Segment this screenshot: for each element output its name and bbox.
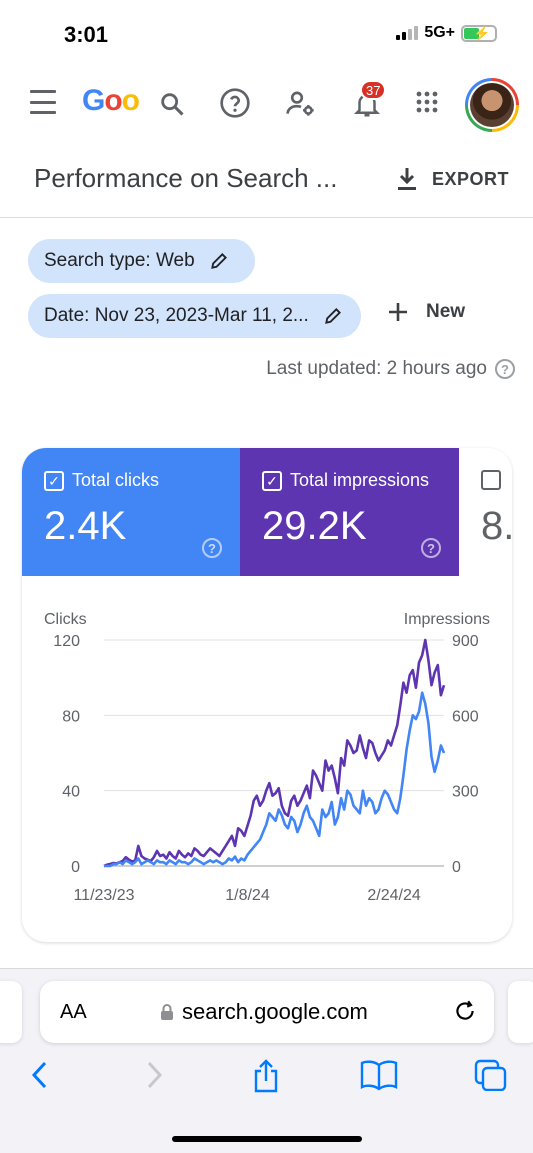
address-bar[interactable]: AA search.google.com bbox=[40, 981, 494, 1043]
browser-chrome: AA search.google.com bbox=[0, 968, 533, 1153]
search-type-filter-label: Search type: Web bbox=[44, 250, 195, 271]
cellular-signal-icon bbox=[396, 26, 419, 40]
help-icon[interactable]: ? bbox=[495, 359, 515, 379]
checkbox-checked-icon[interactable]: ✓ bbox=[262, 470, 282, 491]
right-axis-title: Impressions bbox=[404, 611, 490, 628]
third-metric[interactable]: 8. bbox=[459, 448, 512, 576]
left-axis-title: Clicks bbox=[44, 611, 87, 628]
export-label: EXPORT bbox=[432, 168, 510, 189]
metric-value: 2.4K bbox=[44, 504, 127, 548]
network-type: 5G+ bbox=[424, 24, 455, 41]
profile-photo bbox=[470, 83, 514, 127]
left-tick-label: 40 bbox=[62, 784, 80, 801]
right-tick-label: 900 bbox=[452, 633, 479, 650]
logo-letter: G bbox=[82, 84, 105, 117]
notification-badge: 37 bbox=[360, 80, 387, 100]
home-indicator bbox=[172, 1136, 362, 1142]
search-type-filter-chip[interactable]: Search type: Web bbox=[28, 239, 255, 283]
lock-icon bbox=[161, 1004, 173, 1020]
avatar[interactable] bbox=[465, 78, 519, 132]
right-tick-label: 600 bbox=[452, 708, 479, 725]
bookmarks-icon[interactable] bbox=[360, 1059, 398, 1091]
status-bar: 3:01 5G+ ⚡ bbox=[0, 0, 533, 70]
checkbox-unchecked-icon[interactable] bbox=[481, 470, 501, 490]
right-tick-label: 0 bbox=[452, 859, 461, 876]
export-button[interactable]: EXPORT bbox=[396, 166, 509, 192]
metric-label: Total clicks bbox=[72, 470, 160, 490]
x-tick-label: 2/24/24 bbox=[367, 887, 420, 904]
right-tick-label: 300 bbox=[452, 784, 479, 801]
last-updated-text: Last updated: 2 hours ago bbox=[266, 358, 487, 379]
share-icon[interactable] bbox=[252, 1059, 280, 1093]
checkbox-checked-icon[interactable]: ✓ bbox=[44, 470, 64, 491]
plus-icon bbox=[389, 303, 407, 321]
user-settings-icon[interactable] bbox=[284, 86, 318, 120]
back-icon[interactable] bbox=[28, 1059, 52, 1091]
next-tab-preview[interactable] bbox=[508, 981, 533, 1043]
metric-value: 29.2K bbox=[262, 504, 367, 548]
edit-icon bbox=[210, 253, 227, 269]
google-logo[interactable]: Goo bbox=[82, 84, 140, 118]
performance-chart: Clicks Impressions 120 80 40 0 900 600 300 0 11/23… bbox=[44, 611, 490, 904]
reader-settings-button[interactable]: AA bbox=[60, 1001, 87, 1023]
logo-letter: o bbox=[121, 84, 140, 117]
help-icon[interactable]: ? bbox=[421, 538, 441, 558]
total-impressions-metric[interactable]: ✓ Total impressions 29.2K ? bbox=[240, 448, 459, 576]
app-bar: Goo 37 bbox=[0, 70, 533, 136]
battery-icon: ⚡ bbox=[461, 24, 497, 42]
metric-value: 8. bbox=[481, 504, 512, 548]
status-indicators: 5G+ ⚡ bbox=[396, 24, 497, 42]
performance-card: ✓ Total clicks 2.4K ? ✓ Total impressions … bbox=[22, 448, 512, 942]
forward-icon[interactable] bbox=[142, 1059, 166, 1091]
url-text: search.google.com bbox=[182, 999, 368, 1024]
previous-tab-preview[interactable] bbox=[0, 981, 22, 1043]
series-line-impressions bbox=[103, 638, 446, 868]
left-tick-label: 120 bbox=[53, 633, 80, 650]
search-icon[interactable] bbox=[156, 88, 188, 120]
download-icon bbox=[398, 168, 416, 190]
left-tick-label: 0 bbox=[71, 859, 80, 876]
logo-letter: o bbox=[104, 84, 122, 117]
page-header: Performance on Search ... EXPORT bbox=[0, 152, 533, 218]
reload-icon[interactable] bbox=[452, 997, 478, 1025]
new-filter-label: New bbox=[426, 301, 466, 322]
apps-grid-icon[interactable] bbox=[413, 88, 441, 116]
total-clicks-metric[interactable]: ✓ Total clicks 2.4K ? bbox=[22, 448, 240, 576]
new-filter-button[interactable]: New bbox=[386, 300, 465, 324]
x-tick-label: 11/23/23 bbox=[73, 887, 134, 904]
browser-toolbar bbox=[0, 1057, 533, 1097]
tabs-icon[interactable] bbox=[474, 1059, 508, 1091]
metric-label: Total impressions bbox=[290, 470, 430, 490]
date-filter-label: Date: Nov 23, 2023-Mar 11, 2... bbox=[44, 305, 309, 326]
menu-icon[interactable] bbox=[28, 90, 58, 114]
help-icon[interactable] bbox=[218, 86, 252, 120]
status-time: 3:01 bbox=[64, 22, 109, 47]
series-line-clicks bbox=[104, 691, 446, 868]
page-title: Performance on Search ... bbox=[34, 163, 338, 193]
left-tick-label: 80 bbox=[62, 708, 80, 725]
last-updated: Last updated: 2 hours ago ? bbox=[266, 358, 515, 380]
help-icon[interactable]: ? bbox=[202, 538, 222, 558]
edit-icon bbox=[324, 308, 341, 324]
date-filter-chip[interactable]: Date: Nov 23, 2023-Mar 11, 2... bbox=[28, 294, 361, 338]
x-tick-label: 1/8/24 bbox=[225, 887, 270, 904]
